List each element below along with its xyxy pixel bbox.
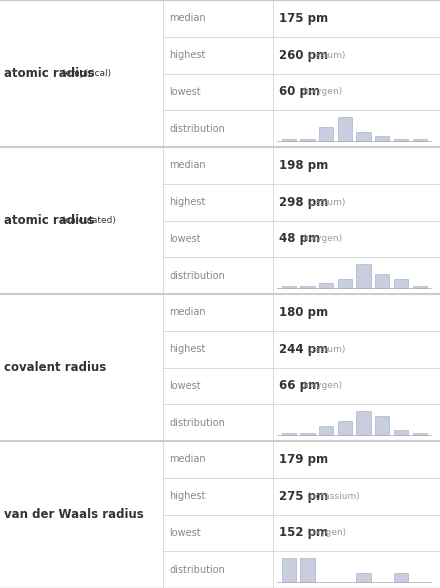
Text: 244 pm: 244 pm [279,343,329,356]
FancyBboxPatch shape [282,139,296,141]
FancyBboxPatch shape [338,279,352,288]
Text: distribution: distribution [169,417,225,427]
FancyBboxPatch shape [375,416,389,435]
Text: highest: highest [169,50,206,60]
FancyBboxPatch shape [282,433,296,435]
FancyBboxPatch shape [319,283,334,288]
Text: (oxygen): (oxygen) [302,235,342,243]
FancyBboxPatch shape [282,559,296,582]
Text: lowest: lowest [169,234,201,244]
Text: covalent radius: covalent radius [4,361,106,374]
Text: van der Waals radius: van der Waals radius [4,508,144,521]
Text: distribution: distribution [169,270,225,280]
Text: (cesium): (cesium) [306,198,345,206]
FancyBboxPatch shape [394,139,408,141]
Text: atomic radius: atomic radius [4,214,95,227]
Text: median: median [169,14,206,24]
Text: lowest: lowest [169,87,201,97]
Text: (potassium): (potassium) [306,492,359,500]
Text: highest: highest [169,197,206,207]
Text: (cesium): (cesium) [306,345,345,353]
FancyBboxPatch shape [300,139,315,141]
FancyBboxPatch shape [356,573,371,582]
Text: distribution: distribution [169,564,225,574]
Text: atomic radius: atomic radius [4,67,95,80]
Text: (oxygen): (oxygen) [302,88,342,96]
Text: 260 pm: 260 pm [279,49,329,62]
FancyBboxPatch shape [394,279,408,288]
FancyBboxPatch shape [319,426,334,435]
FancyBboxPatch shape [375,274,389,288]
Text: 179 pm: 179 pm [279,453,329,466]
Text: 198 pm: 198 pm [279,159,329,172]
FancyBboxPatch shape [338,421,352,435]
FancyBboxPatch shape [319,127,334,141]
Text: 298 pm: 298 pm [279,196,329,209]
Text: (cesium): (cesium) [306,51,345,59]
FancyBboxPatch shape [394,430,408,435]
Text: lowest: lowest [169,381,201,391]
Text: (empirical): (empirical) [59,69,111,78]
Text: 275 pm: 275 pm [279,490,329,503]
Text: (calculated): (calculated) [59,216,116,225]
Text: lowest: lowest [169,528,201,538]
FancyBboxPatch shape [300,559,315,582]
Text: highest: highest [169,491,206,501]
Text: 66 pm: 66 pm [279,379,320,392]
FancyBboxPatch shape [282,286,296,288]
FancyBboxPatch shape [356,265,371,288]
FancyBboxPatch shape [300,286,315,288]
Text: highest: highest [169,344,206,354]
FancyBboxPatch shape [356,412,371,435]
FancyBboxPatch shape [413,286,427,288]
FancyBboxPatch shape [413,139,427,141]
Text: 48 pm: 48 pm [279,232,320,245]
Text: 175 pm: 175 pm [279,12,329,25]
FancyBboxPatch shape [394,573,408,582]
FancyBboxPatch shape [300,433,315,435]
Text: 152 pm: 152 pm [279,526,329,539]
FancyBboxPatch shape [413,433,427,435]
Text: median: median [169,455,206,465]
Text: 180 pm: 180 pm [279,306,329,319]
FancyBboxPatch shape [338,118,352,141]
FancyBboxPatch shape [356,132,371,141]
Text: (oxygen): (oxygen) [306,529,346,537]
FancyBboxPatch shape [375,136,389,141]
Text: median: median [169,161,206,171]
Text: 60 pm: 60 pm [279,85,320,98]
Text: distribution: distribution [169,123,225,133]
Text: median: median [169,308,206,318]
Text: (oxygen): (oxygen) [302,382,342,390]
